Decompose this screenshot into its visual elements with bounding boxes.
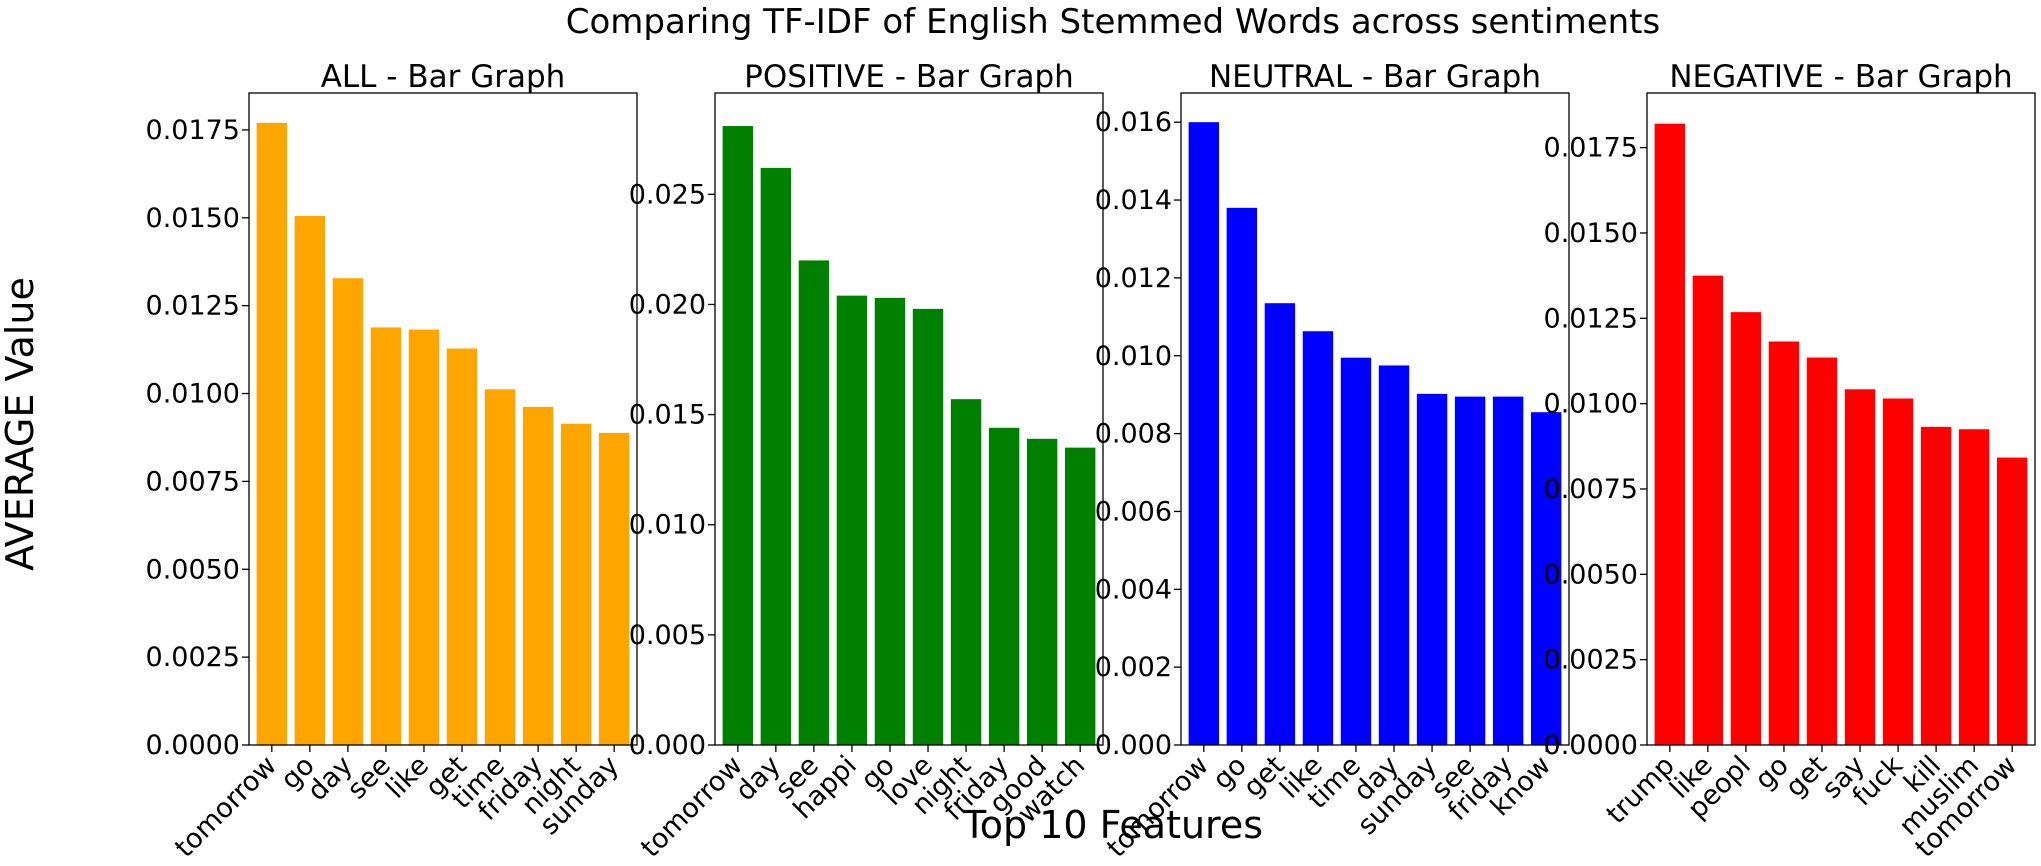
bar-happi (836, 295, 868, 745)
bar-friday (1492, 396, 1524, 745)
bar-say (1844, 389, 1876, 745)
bar-sunday (1416, 393, 1448, 745)
y-tick-label: 0.016 (1095, 107, 1172, 138)
y-tick-label: 0.0075 (1544, 474, 1638, 505)
y-tick-label: 0.000 (629, 730, 706, 761)
bar-kill (1920, 426, 1952, 745)
bar-like (1302, 331, 1334, 745)
bar-time (1340, 357, 1372, 745)
bar-like (408, 329, 440, 745)
y-tick-label: 0.0125 (146, 291, 240, 322)
bar-fuck (1882, 398, 1914, 745)
y-tick-label: 0.006 (1095, 496, 1172, 527)
y-tick-label: 0.008 (1095, 419, 1172, 450)
y-tick-label: 0.014 (1095, 185, 1172, 216)
subplot-title: POSITIVE - Bar Graph (744, 59, 1074, 95)
bar-go (874, 297, 906, 745)
subplot-3: NEUTRAL - Bar Graph 0.000 0.002 0.004 0.006 0… (1095, 59, 1570, 864)
bar-night (950, 399, 982, 745)
y-tick-label: 0.010 (1095, 341, 1172, 372)
bar-night (560, 423, 592, 745)
y-tick-label: 0.0100 (146, 379, 240, 410)
bar-go (294, 216, 326, 745)
y-tick-label: 0.0075 (146, 466, 240, 497)
axes-frame (714, 92, 1104, 746)
bar-tomorrow (1188, 122, 1220, 745)
y-tick-label: 0.0050 (1544, 559, 1638, 590)
y-tick-label: 0.0050 (146, 554, 240, 585)
subplot-title: ALL - Bar Graph (321, 59, 566, 95)
y-tick-label: 0.002 (1095, 652, 1172, 683)
bar-see (1454, 396, 1486, 745)
y-tick-label: 0.0025 (146, 642, 240, 673)
subplot-1: ALL - Bar Graph 0.0000 0.0025 0.0050 0.0075 0… (146, 59, 638, 864)
y-tick-label: 0.0100 (1544, 389, 1638, 420)
bar-day (760, 167, 792, 745)
y-tick-label: 0.012 (1095, 263, 1172, 294)
y-tick-label: 0.0125 (1544, 303, 1638, 334)
y-tick-label: 0.004 (1095, 574, 1172, 605)
bar-friday (522, 406, 554, 745)
bar-know (1530, 412, 1562, 745)
figure-title: Comparing TF-IDF of English Stemmed Word… (566, 2, 1660, 42)
y-tick-label: 0.000 (1095, 730, 1172, 761)
y-tick-label: 0.0000 (146, 730, 240, 761)
bar-like (1692, 275, 1724, 745)
bar-get (446, 348, 478, 745)
bar-watch (1064, 447, 1096, 745)
bar-day (1378, 365, 1410, 745)
y-tick-label: 0.0175 (146, 115, 240, 146)
axes-frame (248, 92, 638, 746)
bar-tomorrow (1996, 457, 2028, 745)
bar-peopl (1730, 312, 1762, 745)
x-tick-label: tomorrow (635, 750, 749, 864)
subplot-4: NEGATIVE - Bar Graph 0.0000 0.0025 0.0050 0.… (1544, 59, 2036, 864)
bar-see (798, 260, 830, 745)
y-tick-label: 0.0025 (1544, 645, 1638, 676)
x-tick-label: trump (1601, 750, 1681, 830)
subplot-title: NEGATIVE - Bar Graph (1669, 59, 2012, 95)
bar-day (332, 278, 364, 745)
y-tick-label: 0.010 (629, 510, 706, 541)
y-tick-label: 0.005 (629, 620, 706, 651)
subplots: ALL - Bar Graph 0.0000 0.0025 0.0050 0.0075 0… (146, 59, 2036, 864)
axes-frame (1180, 92, 1570, 746)
bar-get (1264, 303, 1296, 745)
subplot-title: NEUTRAL - Bar Graph (1209, 59, 1541, 95)
bar-muslim (1958, 429, 1990, 745)
bar-tomorrow (256, 122, 288, 745)
subplot-2: POSITIVE - Bar Graph 0.000 0.005 0.010 0.015… (629, 59, 1104, 864)
bar-see (370, 327, 402, 745)
y-tick-label: 0.0150 (146, 203, 240, 234)
y-tick-label: 0.020 (629, 289, 706, 320)
y-tick-label: 0.0175 (1544, 133, 1638, 164)
bar-friday (988, 427, 1020, 745)
bar-go (1768, 341, 1800, 745)
y-tick-label: 0.025 (629, 179, 706, 210)
bar-trump (1654, 123, 1686, 746)
y-tick-label: 0.015 (629, 400, 706, 431)
y-tick-label: 0.0150 (1544, 218, 1638, 249)
x-tick-label: tomorrow (169, 750, 283, 864)
x-axis-label: Top 10 Features (962, 803, 1263, 847)
y-axis-label: AVERAGE Value (0, 277, 42, 571)
bar-love (912, 308, 944, 745)
bar-sunday (598, 432, 630, 745)
bar-tomorrow (722, 126, 754, 746)
bar-go (1226, 207, 1258, 745)
axes-frame (1646, 92, 2036, 746)
bar-time (484, 389, 516, 745)
y-tick-label: 0.0000 (1544, 730, 1638, 761)
bar-get (1806, 357, 1838, 745)
bar-good (1026, 438, 1058, 745)
